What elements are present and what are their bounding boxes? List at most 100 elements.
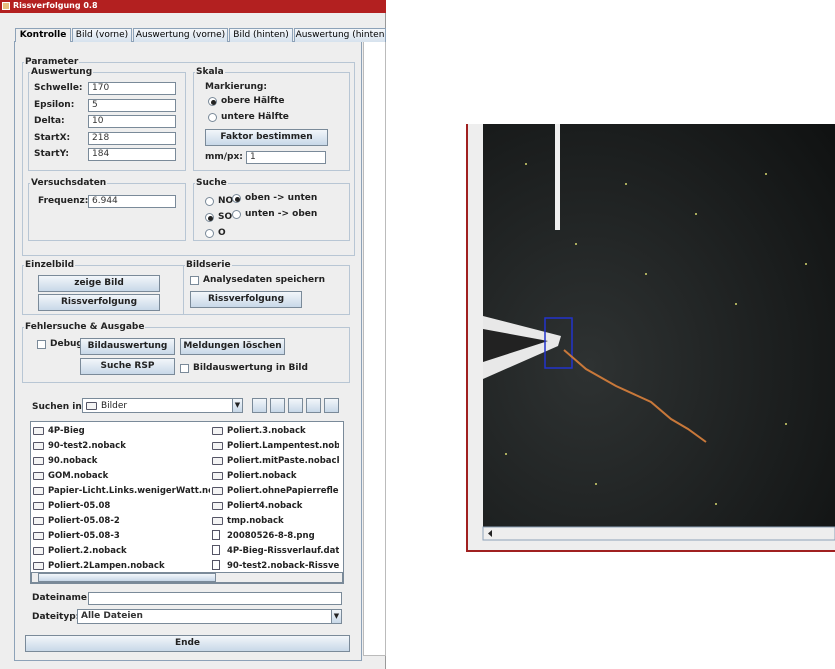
- label: Dateiname:: [32, 592, 91, 604]
- file-name[interactable]: Poliert.noback: [227, 470, 339, 482]
- toolbar-button[interactable]: [270, 398, 285, 413]
- einzelbild-group-title: Einzelbild: [24, 259, 75, 271]
- folder-icon: [33, 502, 44, 510]
- tab[interactable]: Bild (hinten): [229, 28, 293, 42]
- file-name[interactable]: Papier-Licht.Links.wenigerWatt.noback: [48, 485, 210, 497]
- radio-button[interactable]: [205, 213, 214, 222]
- radio-button[interactable]: [205, 197, 214, 206]
- combo-arrow[interactable]: ▼: [232, 398, 243, 413]
- toolbar-button[interactable]: [288, 398, 303, 413]
- text-field[interactable]: 5: [88, 99, 176, 112]
- file-name[interactable]: Poliert.3.noback: [227, 425, 339, 437]
- text-field[interactable]: 184: [88, 148, 176, 161]
- radio-label[interactable]: untere Hälfte: [221, 111, 289, 123]
- app-icon: [2, 2, 10, 10]
- folder-icon: [212, 472, 223, 480]
- toolbar-button[interactable]: [306, 398, 321, 413]
- button[interactable]: Faktor bestimmen: [205, 129, 328, 146]
- fehlersuche-group-title: Fehlersuche & Ausgabe: [24, 321, 145, 333]
- scrollbar-thumb[interactable]: [38, 573, 216, 582]
- text-field[interactable]: 10: [88, 115, 176, 128]
- radio-label[interactable]: NO: [218, 195, 233, 207]
- file-name[interactable]: Poliert4.noback: [227, 500, 339, 512]
- folder-icon: [86, 402, 97, 410]
- combo-value[interactable]: Bilder: [101, 400, 127, 412]
- file-name[interactable]: 20080526-8-8.png: [227, 530, 339, 542]
- versuchsdaten-group-title: Versuchsdaten: [30, 177, 107, 189]
- combo-box[interactable]: Alle Dateien: [77, 609, 342, 624]
- button[interactable]: Rissverfolgung: [190, 291, 302, 308]
- field-label: Frequenz:: [38, 195, 88, 207]
- folder-icon: [33, 442, 44, 450]
- field-label: Epsilon:: [34, 99, 74, 111]
- text-field[interactable]: 1: [246, 151, 326, 164]
- checkbox[interactable]: [180, 364, 189, 373]
- button[interactable]: Ende: [25, 635, 350, 652]
- field-label: mm/px:: [205, 151, 243, 163]
- combo-arrow[interactable]: ▼: [331, 609, 342, 624]
- file-name[interactable]: Poliert.Lampentest.noback: [227, 440, 339, 452]
- text-field[interactable]: [88, 592, 342, 605]
- file-name[interactable]: 90-test2.noback: [48, 440, 210, 452]
- tab[interactable]: Kontrolle: [15, 28, 71, 42]
- window-title: Rissverfolgung 0.8: [13, 0, 98, 12]
- field-label: Schwelle:: [34, 82, 83, 94]
- radio-button[interactable]: [232, 194, 241, 203]
- button[interactable]: Rissverfolgung: [38, 294, 160, 311]
- folder-icon: [33, 487, 44, 495]
- field-label: Delta:: [34, 115, 65, 127]
- text-field[interactable]: 6.944: [88, 195, 176, 208]
- button[interactable]: Suche RSP: [80, 358, 175, 375]
- file-icon: [212, 530, 220, 540]
- file-name[interactable]: 90-test2.noback-Rissverlau: [227, 560, 339, 572]
- file-name[interactable]: Poliert.2Lampen.noback: [48, 560, 210, 572]
- bildserie-group-title: Bildserie: [185, 259, 232, 271]
- toolbar-button[interactable]: [252, 398, 267, 413]
- file-name[interactable]: Poliert-05.08-3: [48, 530, 210, 542]
- checkbox-label[interactable]: Analysedaten speichern: [203, 274, 325, 286]
- checkbox[interactable]: [190, 276, 199, 285]
- button[interactable]: Meldungen löschen: [180, 338, 285, 355]
- button[interactable]: zeige Bild: [38, 275, 160, 292]
- file-name[interactable]: 90.noback: [48, 455, 210, 467]
- file-name[interactable]: Poliert.2.noback: [48, 545, 210, 557]
- folder-icon: [33, 427, 44, 435]
- radio-label[interactable]: SO: [218, 211, 232, 223]
- file-name[interactable]: tmp.noback: [227, 515, 339, 527]
- h-scrollbar[interactable]: [483, 527, 835, 540]
- radio-label[interactable]: O: [218, 227, 226, 239]
- folder-icon: [33, 517, 44, 525]
- file-name[interactable]: GOM.noback: [48, 470, 210, 482]
- radio-button[interactable]: [232, 210, 241, 219]
- tab[interactable]: Auswertung (vorne): [133, 28, 228, 42]
- checkbox-label[interactable]: Debug: [50, 338, 83, 350]
- field-label: StartY:: [34, 148, 69, 160]
- radio-label[interactable]: oben -> unten: [245, 192, 317, 204]
- text-field[interactable]: 170: [88, 82, 176, 95]
- radio-button[interactable]: [208, 97, 217, 106]
- checkbox[interactable]: [37, 340, 46, 349]
- folder-icon: [212, 442, 223, 450]
- tab[interactable]: Bild (vorne): [72, 28, 132, 42]
- checkbox-label[interactable]: Bildauswertung in Bild: [193, 362, 308, 374]
- radio-label[interactable]: unten -> oben: [245, 208, 317, 220]
- label: Markierung:: [205, 81, 267, 93]
- file-name[interactable]: 4P-Bieg-Rissverlauf.dat: [227, 545, 339, 557]
- file-name[interactable]: 4P-Bieg: [48, 425, 210, 437]
- needle: [555, 124, 560, 230]
- radio-button[interactable]: [208, 113, 217, 122]
- text-field[interactable]: 218: [88, 132, 176, 145]
- field-label: StartX:: [34, 132, 70, 144]
- versuchsdaten-group: [28, 183, 186, 241]
- image-window: [466, 124, 835, 552]
- radio-button[interactable]: [205, 229, 214, 238]
- file-name[interactable]: Poliert-05.08-2: [48, 515, 210, 527]
- file-name[interactable]: Poliert-05.08: [48, 500, 210, 512]
- button[interactable]: Bildauswertung: [80, 338, 175, 355]
- radio-label[interactable]: obere Hälfte: [221, 95, 284, 107]
- file-name[interactable]: Poliert.mitPaste.noback: [227, 455, 339, 467]
- tab[interactable]: Auswertung (hinten: [294, 28, 386, 42]
- file-name[interactable]: Poliert.ohnePapierreflektor.r: [227, 485, 339, 497]
- toolbar-button[interactable]: [324, 398, 339, 413]
- skala-group-title: Skala: [195, 66, 225, 78]
